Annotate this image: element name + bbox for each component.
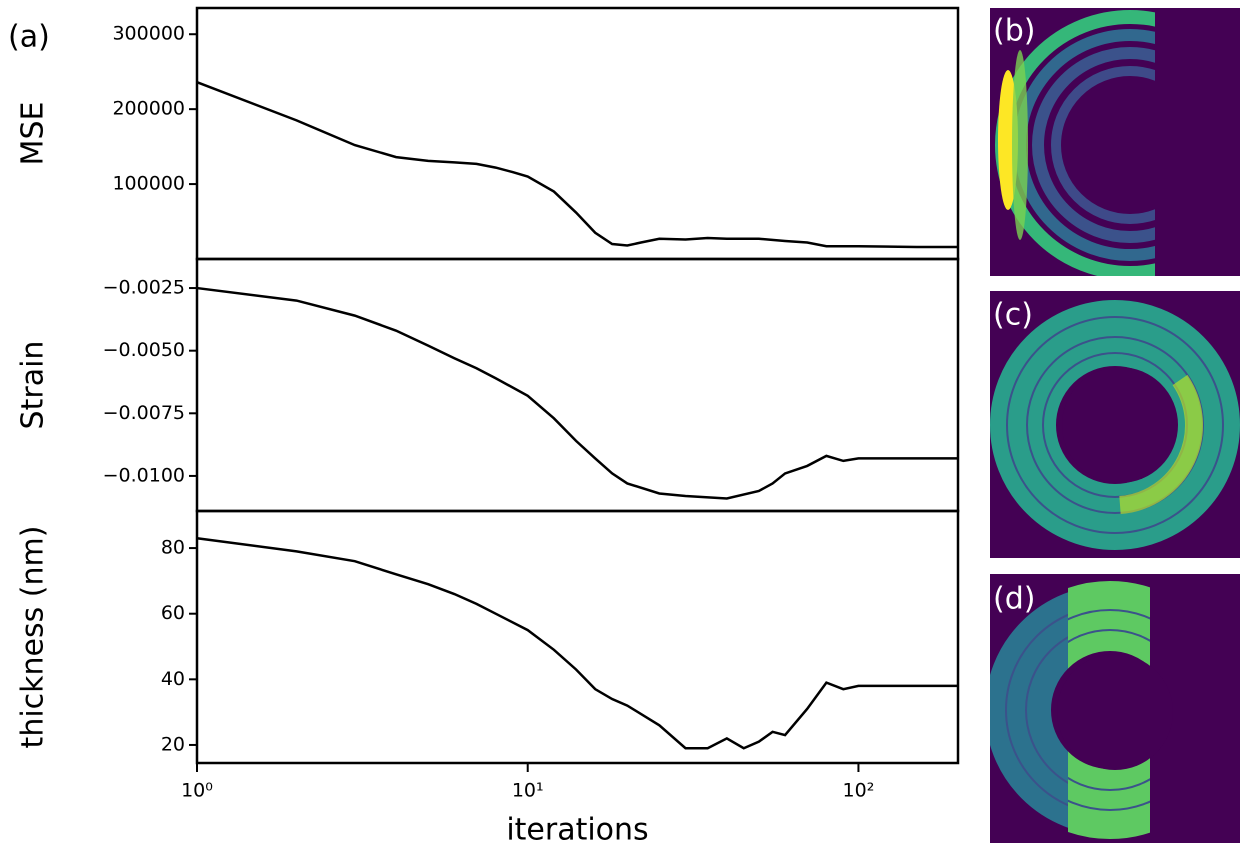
y-tick-label: −0.0025 [103, 277, 185, 299]
y-tick-label: 40 [161, 668, 185, 690]
y-tick-label: 300000 [112, 23, 185, 45]
data-line [196, 286, 958, 500]
y-tick-label: 20 [161, 733, 185, 755]
image-label: (d) [993, 582, 1035, 617]
plot-frame [195, 509, 960, 765]
image-label: (b) [993, 14, 1035, 49]
image-label: (c) [993, 298, 1033, 333]
x-axis-label: iterations [506, 813, 648, 848]
x-tick-label: 10¹ [512, 780, 544, 802]
y-tick-label: −0.0050 [103, 339, 185, 361]
data-line [196, 536, 958, 750]
image-d: (d) [990, 574, 1240, 843]
plot-frame [195, 6, 960, 261]
y-tick-label: −0.0075 [103, 402, 185, 424]
y-tick-label: 80 [161, 537, 185, 559]
y-tick-label: 100000 [112, 173, 185, 195]
x-tick-label: 10⁰ [181, 780, 213, 802]
data-line [196, 81, 958, 249]
y-tick-label: 200000 [112, 98, 185, 120]
y-axis-label: thickness (nm) [16, 526, 51, 749]
x-tick-label: 10² [843, 780, 875, 802]
y-axis-label: Strain [16, 341, 51, 430]
image-b: (b) [990, 8, 1240, 276]
y-tick-label: −0.0100 [103, 464, 185, 486]
y-tick-label: 60 [161, 602, 185, 624]
y-axis-label: MSE [16, 102, 51, 166]
panel-label: (a) [8, 20, 50, 55]
image-c: (c) [990, 291, 1240, 558]
plot-frame [195, 257, 960, 513]
